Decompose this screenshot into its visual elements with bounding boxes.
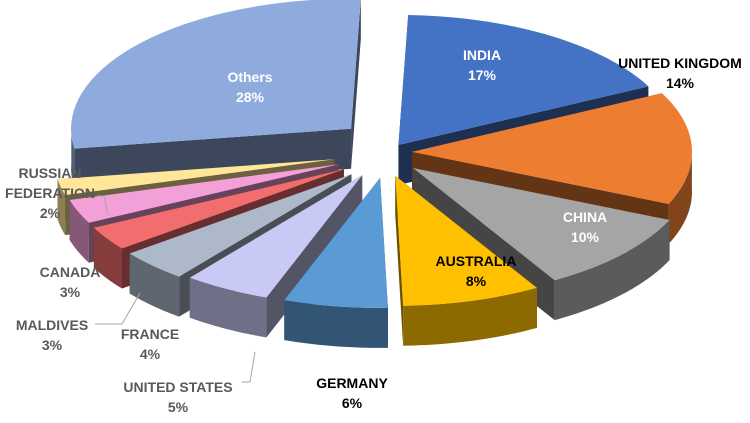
pie-slice-top (284, 177, 388, 308)
slice-name: Others (227, 69, 272, 85)
slice-percent: 3% (42, 337, 63, 353)
pie-slice-top (398, 15, 649, 145)
slice-percent: 28% (236, 89, 265, 105)
slice-percent: 17% (468, 67, 497, 83)
pie-slice-top (189, 175, 363, 298)
pie-slice-top (129, 174, 352, 277)
pie-slice-side (93, 227, 123, 289)
data-label-australia: AUSTRALIA 8% (436, 253, 517, 289)
slice-percent: 3% (60, 284, 81, 300)
pie-slice-australia (395, 175, 537, 346)
pie-slice-side (189, 277, 267, 338)
pie-slice-top (395, 175, 537, 306)
slice-name: GERMANY (316, 375, 388, 391)
data-label-others: Others 28% (227, 69, 272, 105)
data-label-germany: GERMANY 6% (316, 375, 388, 411)
data-label-india: INDIA 17% (463, 47, 501, 83)
leader-line-maldives (95, 292, 141, 325)
slice-percent: 5% (168, 399, 189, 415)
slice-percent: 2% (40, 205, 61, 221)
pie-slice-side (554, 220, 670, 321)
pie-slice-side (71, 123, 75, 189)
pie-slice-others (71, 0, 361, 189)
data-label-russian-federation: RUSSIAN FEDERATION 2% (5, 165, 95, 221)
pie-slice-top (93, 169, 344, 249)
slice-name: AUSTRALIA (436, 253, 517, 269)
slice-name: CHINA (563, 209, 607, 225)
pie-slice-wall (395, 175, 404, 346)
data-label-china: CHINA 10% (563, 209, 607, 245)
slice-percent: 10% (571, 229, 600, 245)
data-label-maldives: MALDIVES 3% (16, 317, 88, 353)
data-label-france: FRANCE 4% (121, 326, 179, 362)
data-label-canada: CANADA 3% (40, 264, 101, 300)
slice-name: RUSSIAN (18, 165, 81, 181)
slice-name: FEDERATION (5, 185, 95, 201)
data-label-united-states: UNITED STATES 5% (123, 379, 232, 415)
slice-percent: 14% (666, 75, 695, 91)
leader-line-russian-federation (97, 195, 109, 216)
pie-slice-top (71, 0, 361, 149)
pie-slice-side (57, 179, 66, 236)
pie-slice-top (69, 164, 339, 223)
pie-slice-wall (351, 0, 361, 169)
pie-slice-germany (284, 177, 388, 348)
pie-slice-top (411, 93, 692, 204)
pie-slice-side (129, 253, 180, 317)
pie-slice-wall (93, 169, 344, 268)
pie-slice-side (668, 148, 692, 244)
leader-line-united-states (242, 351, 256, 383)
slice-name: UNITED STATES (123, 379, 232, 395)
slice-name: CANADA (40, 264, 101, 280)
slice-name: FRANCE (121, 326, 179, 342)
pie-slice-side (284, 300, 388, 348)
data-label-united-kingdom: UNITED KINGDOM 14% (618, 55, 742, 91)
pie-slice-side (403, 287, 537, 346)
slice-percent: 8% (466, 273, 487, 289)
slice-name: INDIA (463, 47, 501, 63)
slice-name: UNITED KINGDOM (618, 55, 742, 71)
slice-name: MALDIVES (16, 317, 88, 333)
slice-percent: 6% (342, 395, 363, 411)
pie-slice-side (69, 200, 89, 263)
slice-percent: 4% (140, 346, 161, 362)
pie-slice-top (57, 159, 335, 196)
pie-slice-top (412, 167, 670, 281)
